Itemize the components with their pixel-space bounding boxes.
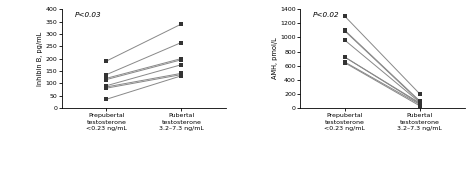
- Y-axis label: AMH, pmol/L: AMH, pmol/L: [272, 38, 277, 79]
- Text: P<0.03: P<0.03: [75, 12, 101, 18]
- Text: P<0.02: P<0.02: [313, 12, 340, 18]
- Y-axis label: Inhibin B, pg/mL: Inhibin B, pg/mL: [37, 31, 43, 86]
